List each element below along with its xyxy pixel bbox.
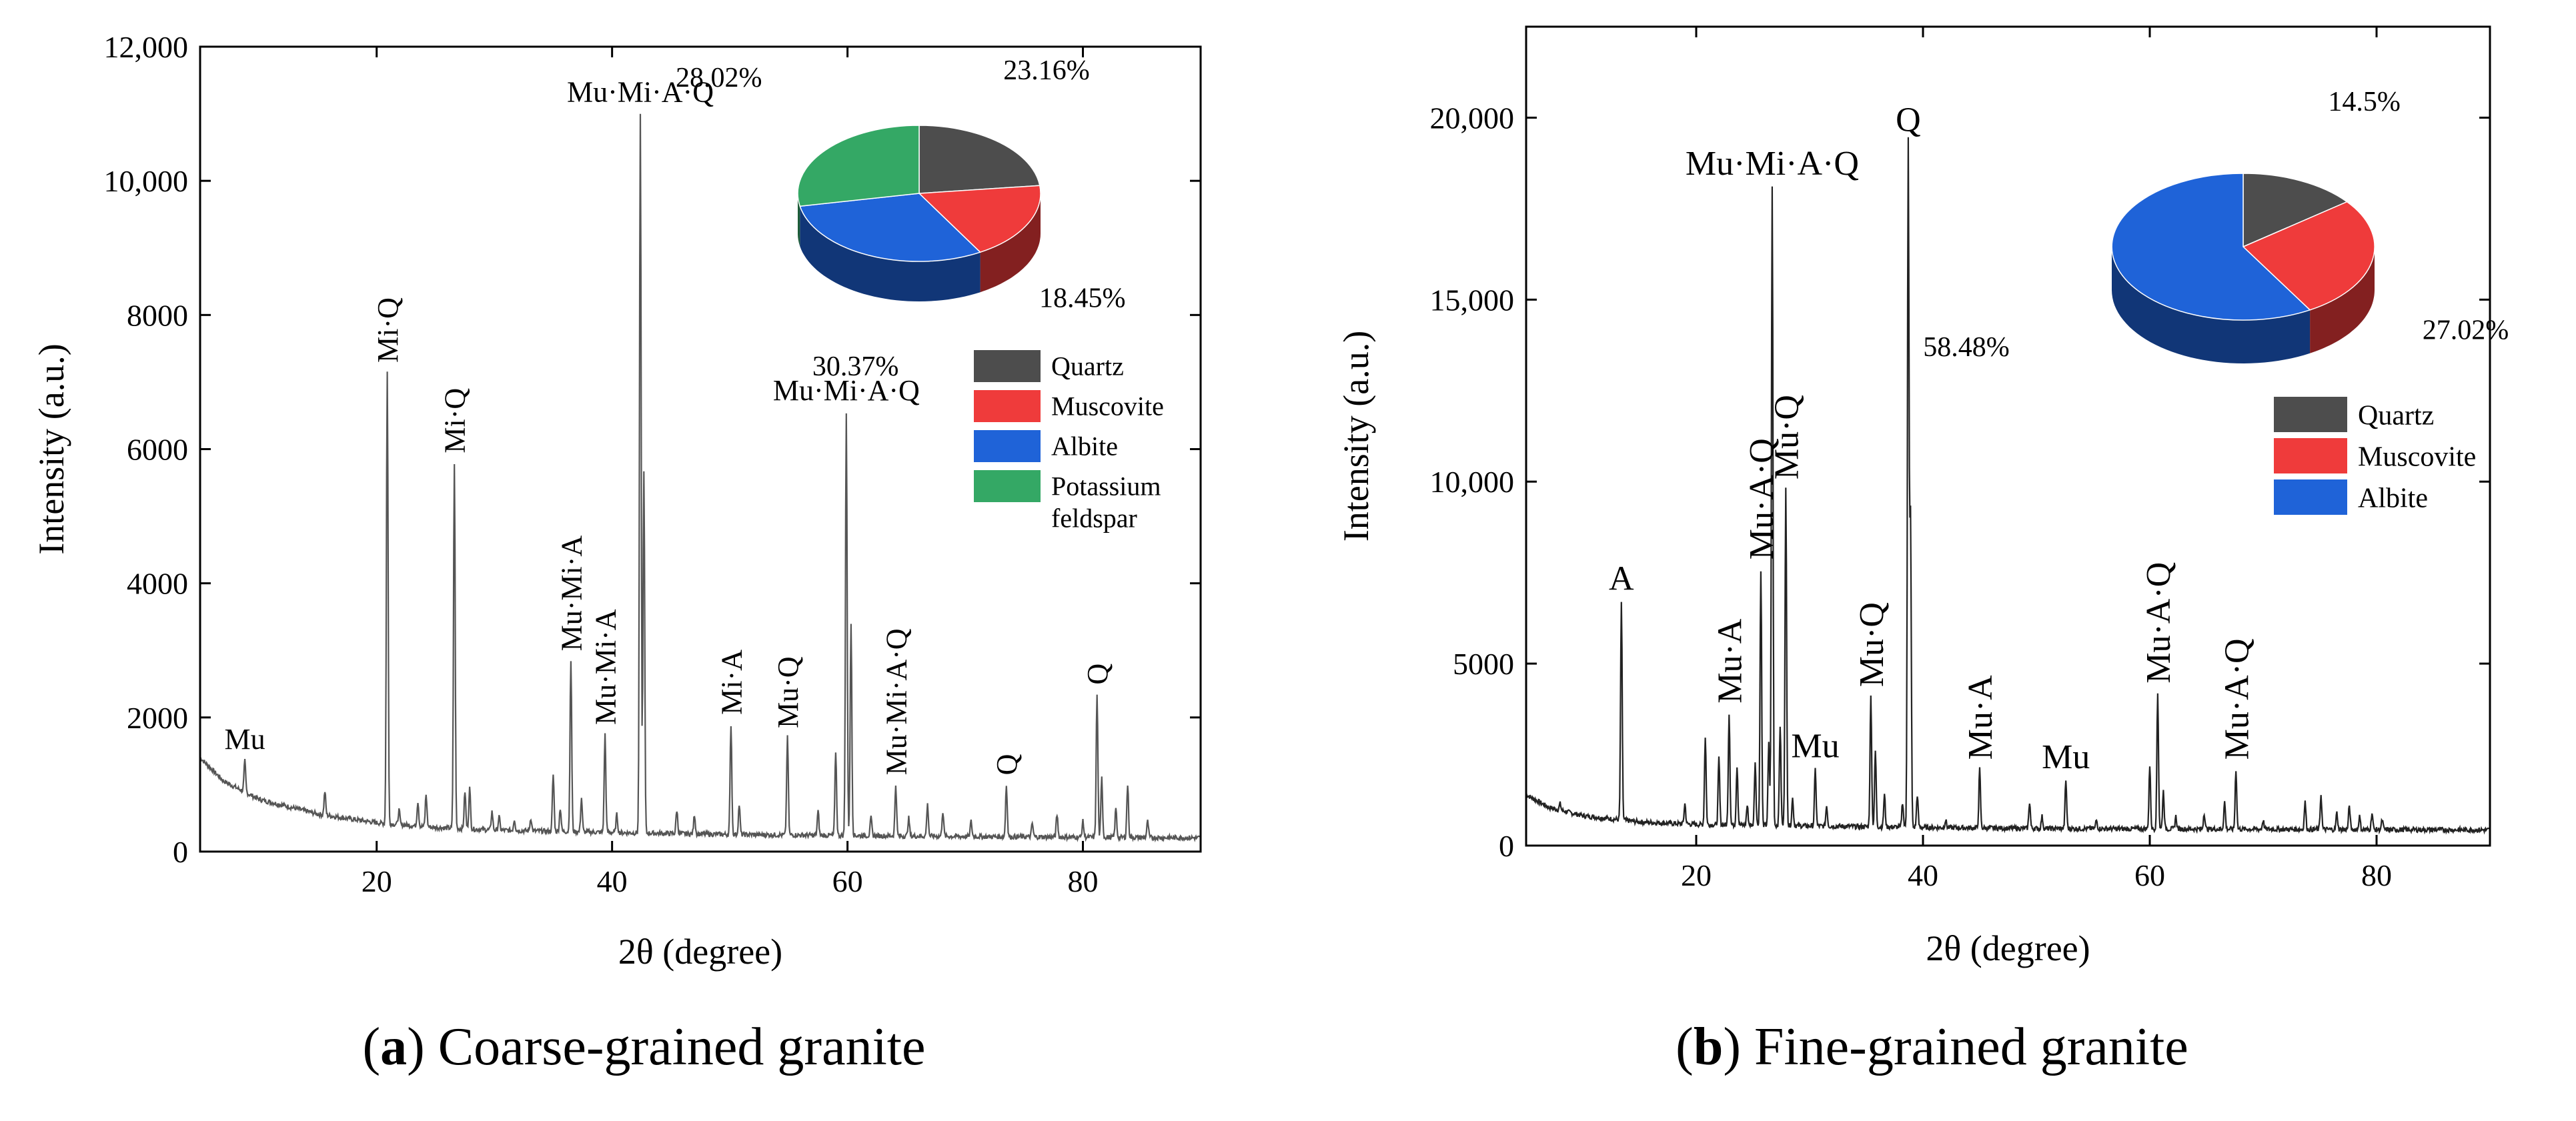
xrd-spectrum-line [199, 113, 1201, 843]
legend-label: Muscovite [2358, 441, 2476, 472]
pie-percent-label: 14.5% [2328, 87, 2401, 117]
x-tick-label: 40 [1908, 858, 1938, 892]
peak-label: Mu [2042, 738, 2090, 776]
caption-fine: (b) Fine-grained granite [1676, 1018, 2188, 1076]
legend-swatch [2274, 479, 2347, 515]
y-axis-label: Intensity (a.u.) [31, 343, 71, 554]
plot-frame [1525, 25, 2491, 847]
peak-label: Mu·Q [1853, 602, 1891, 687]
pie-percent-label: 27.02% [2423, 315, 2509, 346]
peak-label: Q [1896, 101, 1921, 139]
pie-slice [797, 125, 920, 207]
pie-slice [918, 125, 1041, 194]
y-tick-label: 8000 [127, 298, 188, 332]
peak-label: Mu·Mi·A·Q [880, 628, 912, 775]
caption-letter: b [1693, 1018, 1724, 1076]
panel-coarse-grained: 20 40 60 80 0 2000 4000 6000 8000 10,000 12,000 2θ … [31, 30, 1202, 1076]
peak-label: Mu·A [1962, 675, 2000, 760]
pie-slice-side [2310, 247, 2375, 353]
pie-percent-label: 28.02% [676, 63, 762, 93]
x-tick-label: 80 [2361, 858, 2392, 892]
panel-fine-grained: 20 40 60 80 0 5000 10,000 15,000 20,000 2θ (degre… [1288, 0, 2576, 1121]
peak-label: Mu·Mi·A·Q [1686, 145, 1859, 183]
pie-percent-label: 30.37% [812, 351, 899, 382]
caption-coarse: (a) Coarse-grained granite [362, 1018, 926, 1076]
caption-letter: a [380, 1018, 408, 1076]
peak-label: Mu·A·Q [2218, 638, 2256, 760]
y-tick-label: 10,000 [104, 164, 189, 198]
legend-label: Muscovite [1051, 391, 1164, 421]
legend-label: Quartz [1051, 351, 1124, 381]
x-tick-label: 60 [832, 864, 863, 898]
y-tick-label: 15,000 [1430, 283, 1515, 317]
peak-label: Mu·A·Q [2140, 562, 2178, 684]
peak-label: Mu·A·Q [1743, 438, 1781, 559]
x-tick-label: 20 [1681, 858, 1712, 892]
pie-slice-side [2112, 247, 2311, 363]
pie-slice-side [980, 193, 1041, 293]
pie-percent-label: 23.16% [1003, 55, 1090, 86]
x-axis-label: 2θ (degree) [618, 932, 782, 972]
peak-label: Mi·A [715, 650, 748, 715]
legend-swatch [974, 350, 1041, 382]
y-tick-label: 20,000 [1430, 101, 1515, 135]
caption-text: Fine-grained granite [1754, 1018, 2188, 1076]
legend-label: feldspar [1051, 503, 1137, 533]
peak-label: Mu·Q [772, 656, 804, 728]
peak-label: Mu·Mi·A·Q [773, 374, 920, 407]
pie-slice-side [798, 193, 800, 247]
x-tick-label: 20 [362, 864, 392, 898]
pie-percent-label: 58.48% [1923, 332, 2010, 363]
plot-frame [199, 45, 1202, 853]
y-tick-label: 5000 [1453, 647, 1514, 681]
legend-swatch [974, 470, 1041, 502]
y-axis-label: Intensity (a.u.) [1336, 331, 1376, 541]
legend-label: Albite [1051, 431, 1118, 461]
y-tick-label: 10,000 [1430, 465, 1515, 499]
peak-label: Mu·A [1712, 618, 1750, 704]
legend-swatch [974, 390, 1041, 422]
legend-label: Quartz [2358, 400, 2434, 431]
y-tick-label: 0 [173, 835, 188, 869]
legend-label: Albite [2358, 483, 2428, 513]
peak-label: Mu [224, 723, 265, 756]
peak-label: A [1609, 559, 1634, 598]
caption-text: Coarse-grained granite [438, 1018, 926, 1076]
x-tick-label: 60 [2134, 858, 2165, 892]
y-tick-label: 6000 [127, 433, 188, 467]
pie-slice [799, 193, 982, 262]
x-tick-label: 80 [1068, 864, 1099, 898]
peak-label: Q [991, 754, 1023, 775]
pie-slice [2242, 173, 2349, 248]
xrd-chart-coarse: 20 40 60 80 0 2000 4000 6000 8000 10,000 12,000 2θ … [31, 30, 1202, 972]
pie-slice [2242, 201, 2375, 311]
peak-label: Mu·Mi·A·Q [567, 76, 714, 109]
legend-swatch [2274, 438, 2347, 473]
legend-swatch [2274, 397, 2347, 432]
pie-slice-side [800, 206, 981, 301]
pie-percent-label: 18.45% [1039, 283, 1126, 314]
peak-label: Q [1081, 664, 1114, 685]
xrd-spectrum-line [1525, 137, 2490, 835]
legend-swatch [974, 430, 1041, 462]
peak-label: Mi·Q [372, 297, 404, 363]
y-tick-label: 12,000 [104, 30, 189, 64]
y-tick-label: 0 [1499, 829, 1514, 863]
pie-slice [2111, 173, 2311, 321]
legend-label: Potassium [1051, 471, 1161, 501]
y-tick-label: 2000 [127, 701, 188, 735]
peak-label: Mu·Mi·A [555, 535, 588, 652]
pie-slice [918, 185, 1041, 253]
x-axis-label: 2θ (degree) [1926, 928, 2090, 968]
peak-label: Mu·Mi·A [589, 609, 622, 725]
peak-label: Mu·Q [1768, 395, 1806, 479]
peak-label: Mu [1791, 727, 1839, 765]
x-tick-label: 40 [597, 864, 628, 898]
peak-label: Mi·Q [439, 388, 472, 453]
y-tick-label: 4000 [127, 567, 188, 601]
xrd-chart-fine: 20 40 60 80 0 5000 10,000 15,000 20,000 2θ (degre… [1336, 25, 2509, 968]
